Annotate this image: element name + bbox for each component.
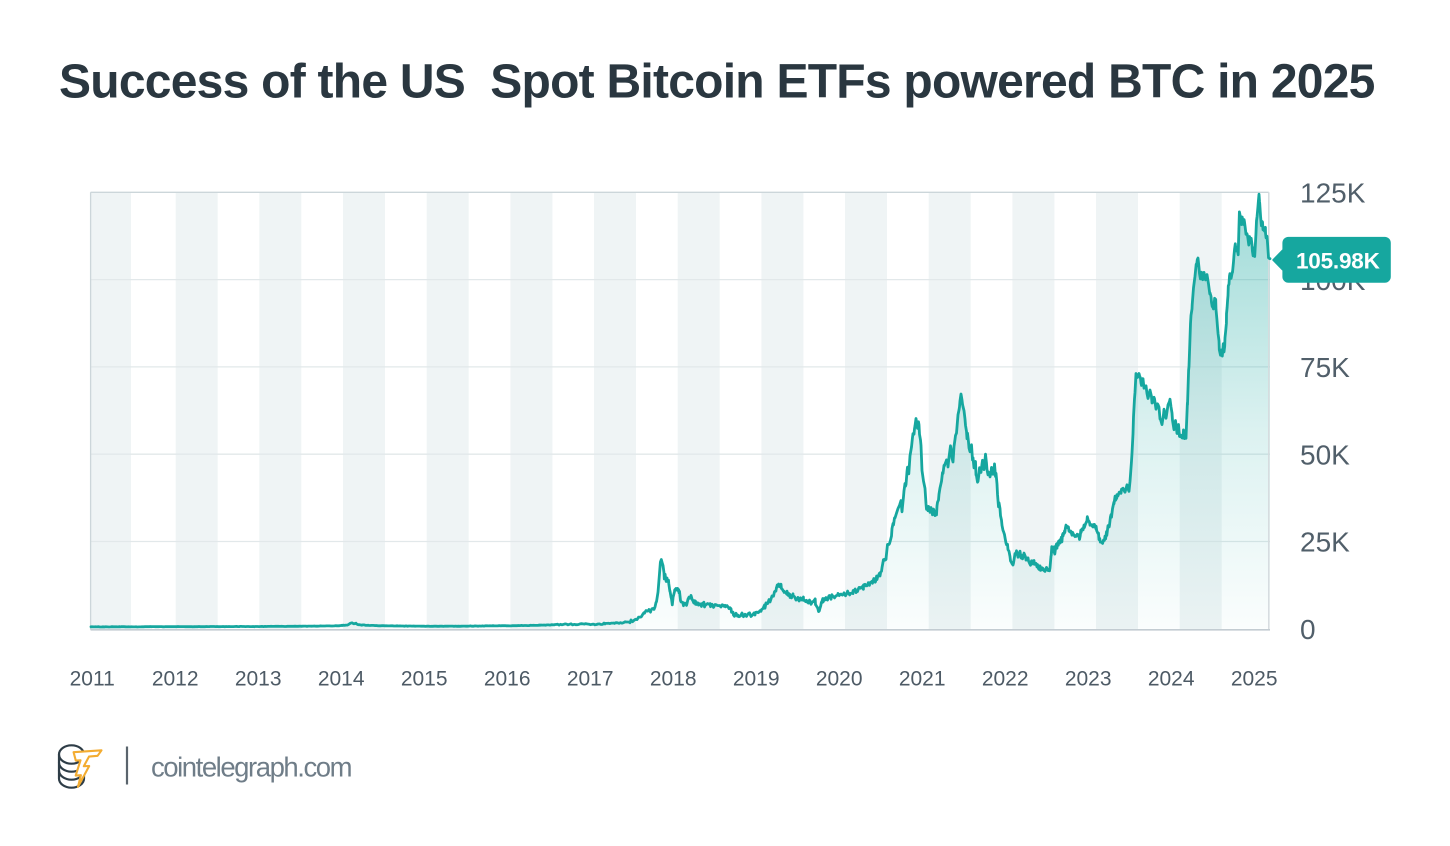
svg-text:2020: 2020: [816, 668, 863, 691]
svg-text:2023: 2023: [1065, 668, 1112, 691]
svg-text:125K: 125K: [1300, 178, 1366, 209]
svg-text:2017: 2017: [567, 668, 614, 691]
svg-text:2025: 2025: [1231, 668, 1278, 691]
svg-text:2012: 2012: [152, 668, 199, 691]
svg-text:50K: 50K: [1300, 439, 1350, 470]
svg-text:2016: 2016: [484, 668, 531, 691]
svg-text:25K: 25K: [1300, 527, 1350, 558]
svg-text:2021: 2021: [899, 668, 946, 691]
svg-text:2024: 2024: [1148, 668, 1195, 691]
svg-text:cointelegraph.com: cointelegraph.com: [151, 751, 352, 782]
svg-text:2011: 2011: [70, 668, 115, 691]
svg-text:2013: 2013: [235, 668, 282, 691]
svg-text:Success of the US Spot Bitcoi: Success of the US Spot Bitcoin ETFs powe…: [59, 56, 1375, 109]
svg-text:2018: 2018: [650, 668, 697, 691]
svg-text:2014: 2014: [318, 668, 365, 691]
svg-text:2022: 2022: [982, 668, 1029, 691]
svg-text:105.98K: 105.98K: [1296, 249, 1381, 274]
svg-text:0: 0: [1300, 614, 1316, 645]
svg-text:75K: 75K: [1300, 352, 1350, 383]
svg-text:2015: 2015: [401, 668, 448, 691]
svg-text:2019: 2019: [733, 668, 780, 691]
